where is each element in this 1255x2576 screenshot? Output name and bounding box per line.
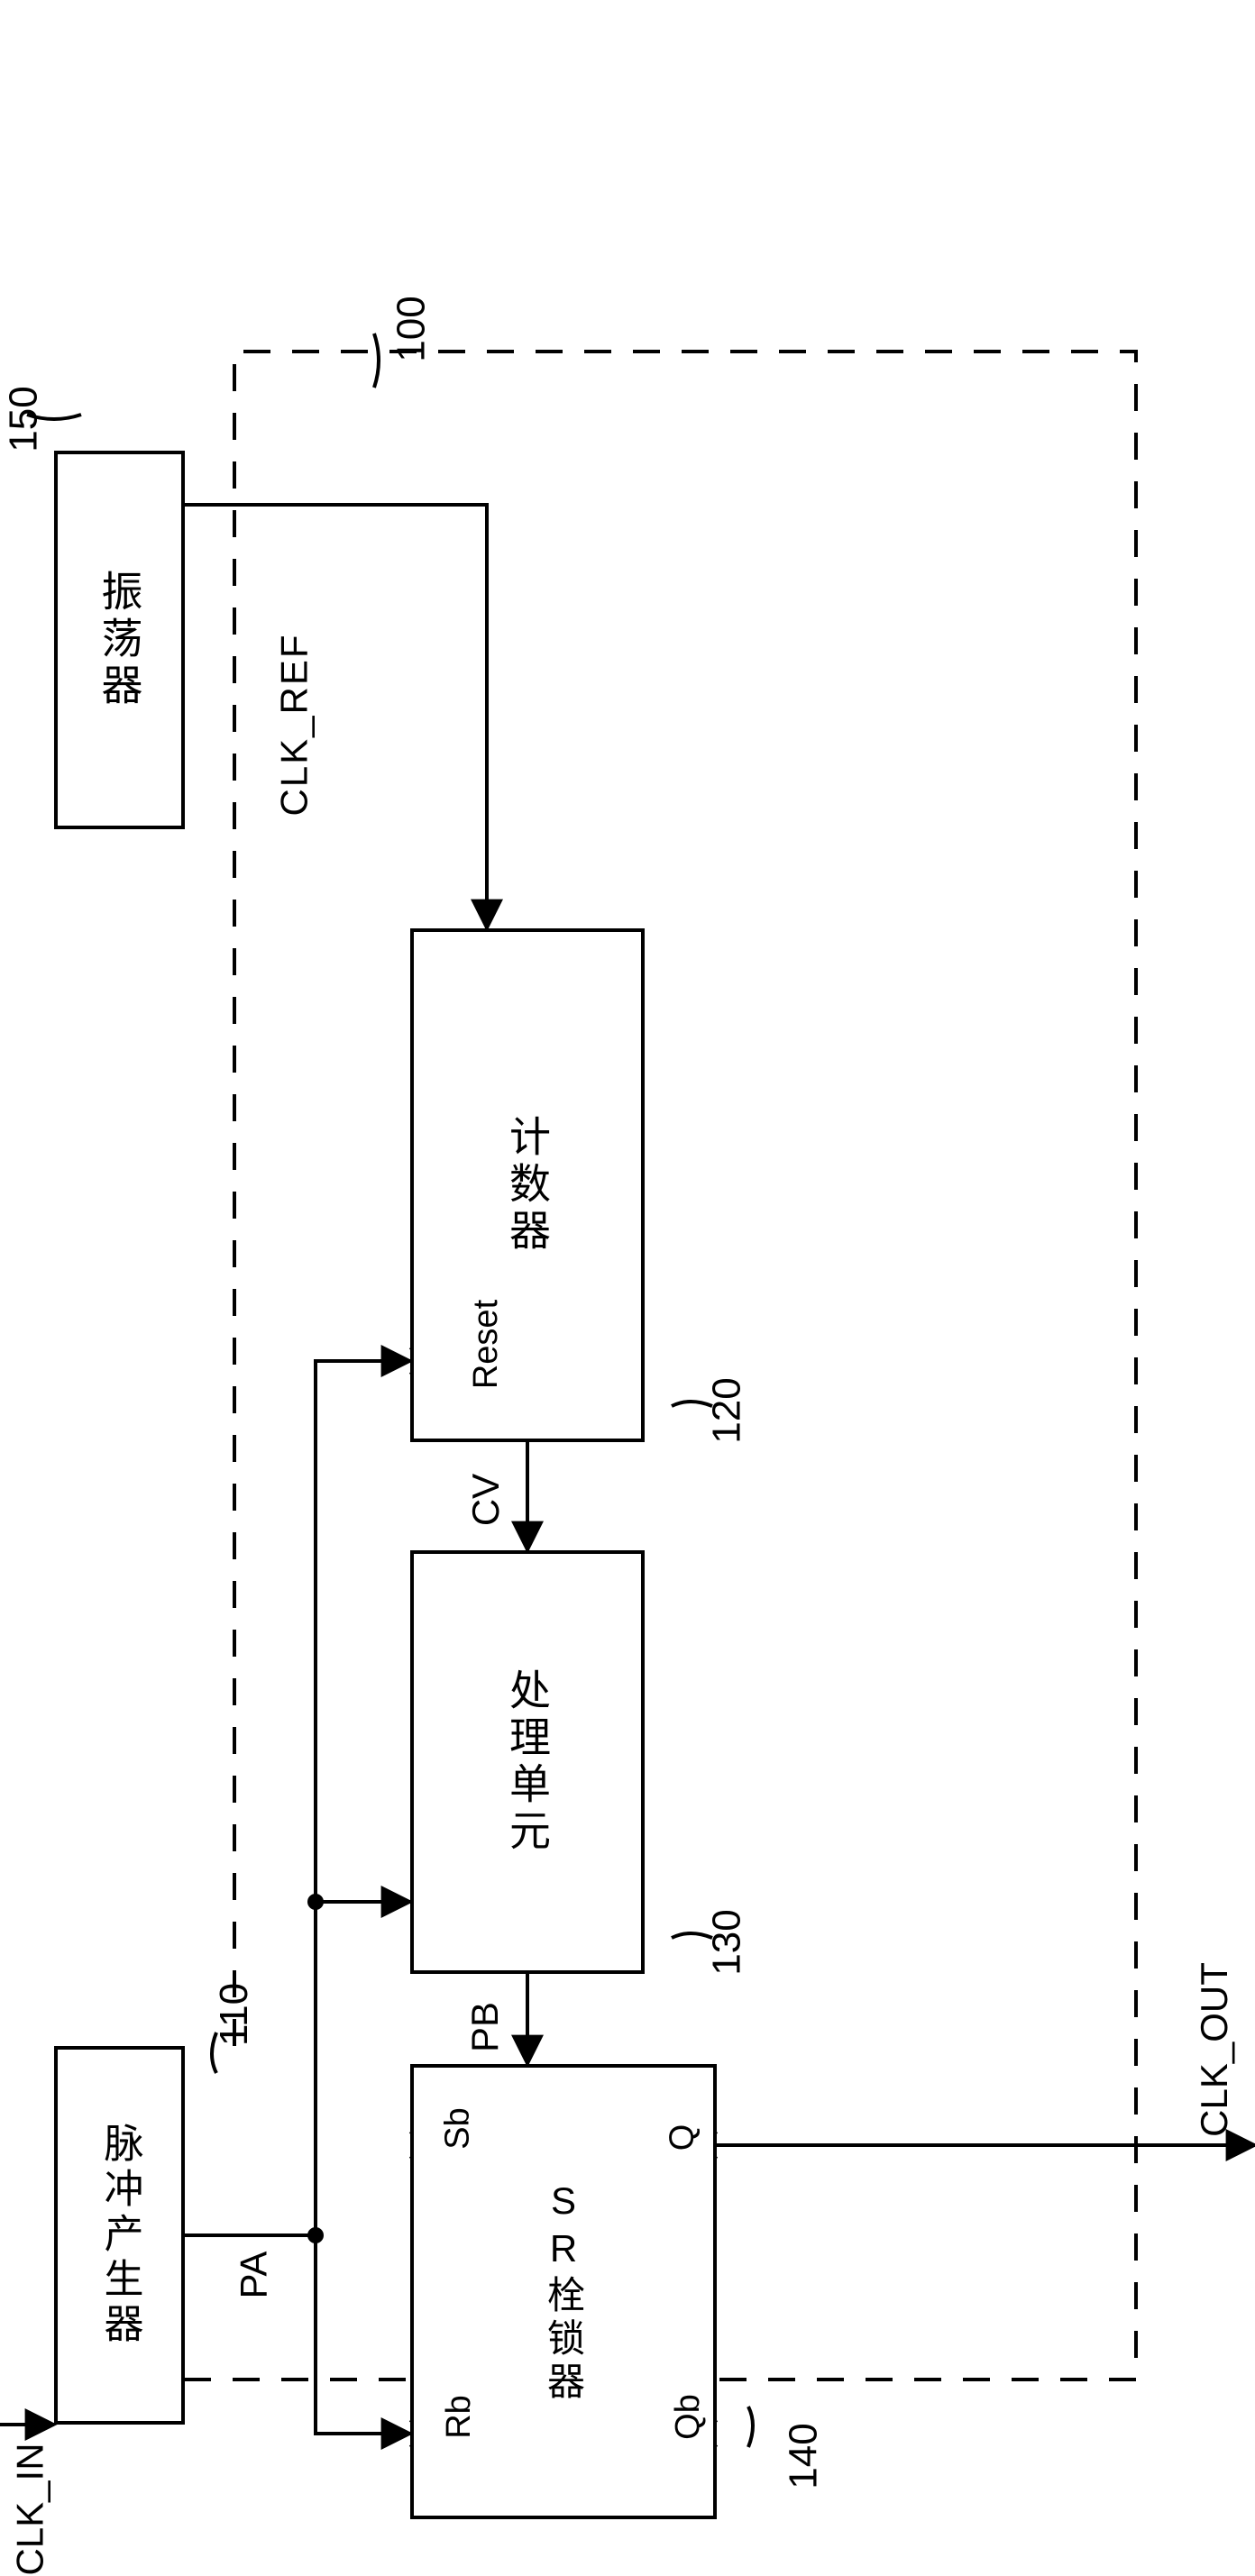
label-pa: PA — [232, 2252, 275, 2299]
pin-qb: Qb — [669, 2394, 708, 2440]
pin-reset: Reset — [467, 1300, 506, 1389]
pin-q: Q — [663, 2124, 701, 2151]
ref-100: 100 — [389, 296, 435, 361]
pin-sb: Sb — [439, 2107, 478, 2149]
diagram-canvas: 振荡器 脉冲产生器 计数器 Reset 处理单元 SR栓锁器 Sb Rb Q Q… — [0, 0, 1255, 2562]
label-pb: PB — [463, 2002, 507, 2052]
ref-130: 130 — [705, 1909, 750, 1975]
block-processing-unit: 处理单元 — [410, 1550, 645, 1974]
ref-140: 140 — [782, 2423, 827, 2489]
ref-150: 150 — [2, 386, 47, 452]
proc-label: 处理单元 — [498, 1668, 557, 1856]
pin-rb: Rb — [440, 2395, 479, 2439]
pulse-label: 脉冲产生器 — [91, 2123, 149, 2348]
label-clk-out: CLK_OUT — [1193, 1962, 1236, 2137]
label-cv: CV — [464, 1474, 508, 1526]
label-clk-ref: CLK_REF — [273, 633, 316, 816]
latch-label: SR栓锁器 — [536, 2179, 591, 2405]
ref-120: 120 — [705, 1377, 750, 1443]
label-clk-in: CLK_IN — [9, 2443, 52, 2575]
block-pulse-generator: 脉冲产生器 — [54, 2046, 185, 2425]
oscillator-label: 振荡器 — [90, 570, 150, 710]
ref-110: 110 — [212, 1983, 257, 2046]
block-counter: 计数器 — [410, 928, 645, 1442]
counter-label: 计数器 — [498, 1115, 557, 1256]
block-oscillator: 振荡器 — [54, 451, 185, 829]
